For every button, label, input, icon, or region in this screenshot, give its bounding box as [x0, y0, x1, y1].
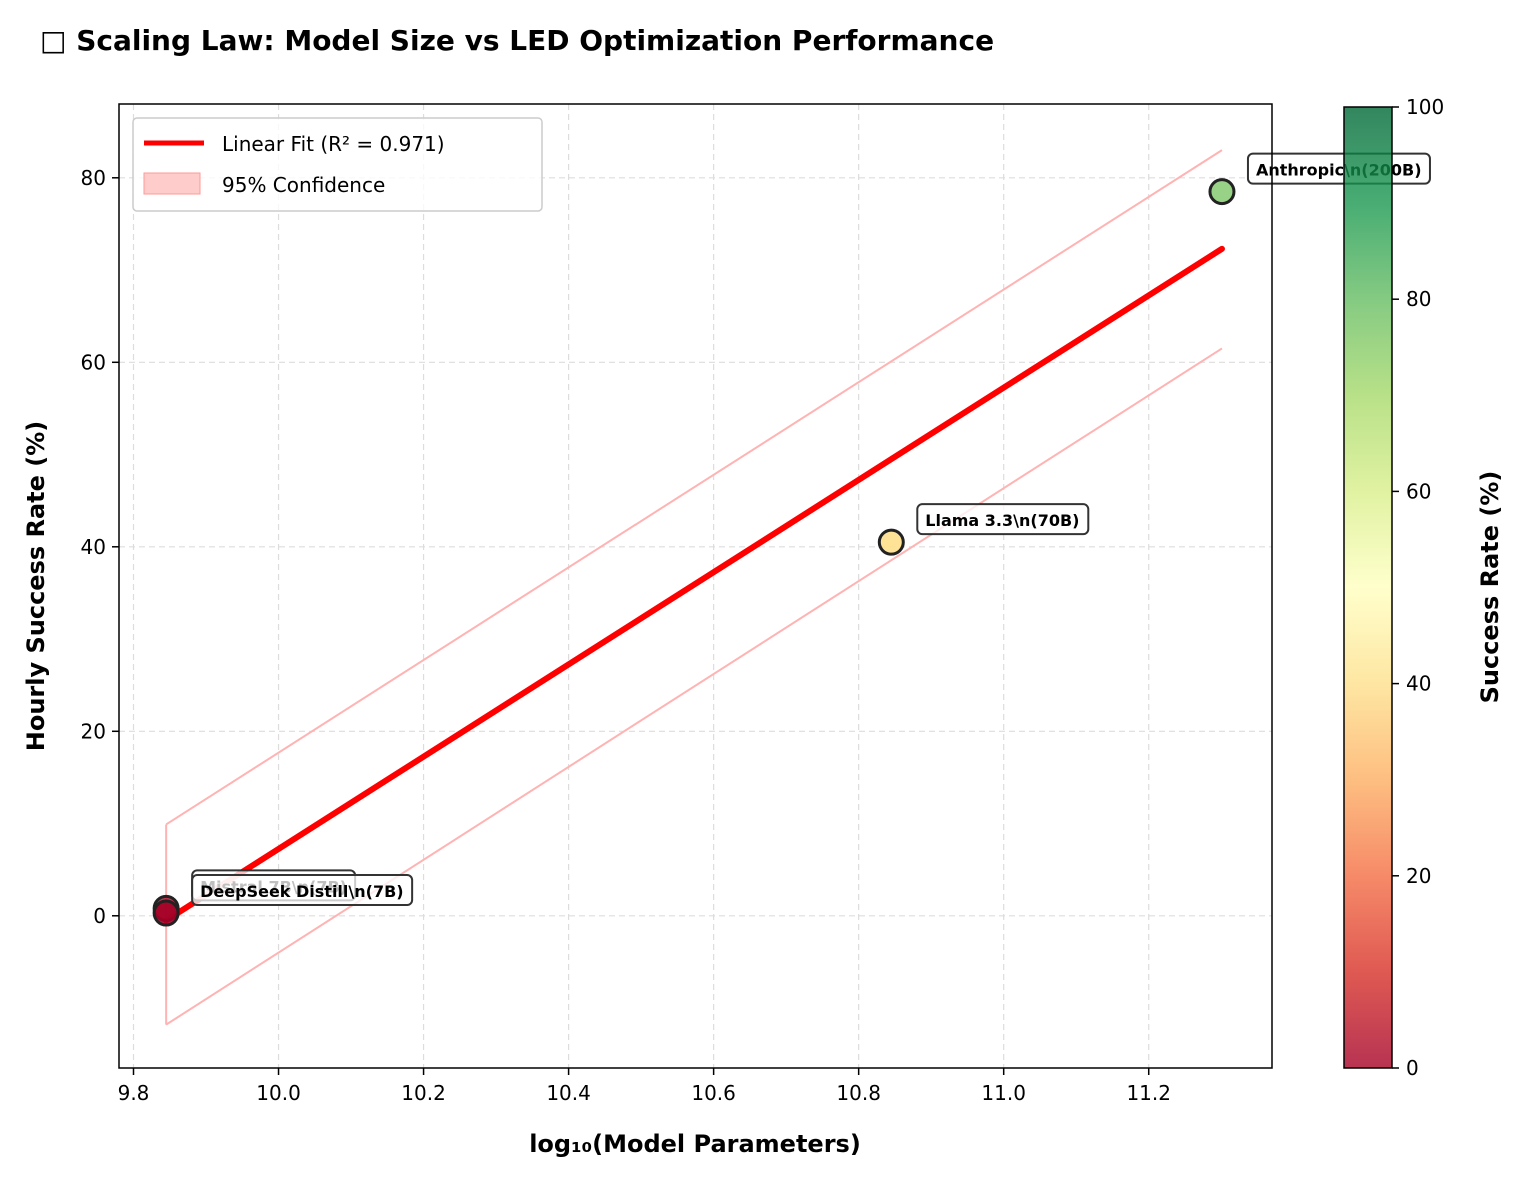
x-axis-ticks: 9.8 10.0 10.2 10.4 10.6 10.8 11.0 11.2 [118, 1068, 1171, 1105]
colorbar-label: Success Rate (%) [1476, 471, 1504, 704]
colorbar-tick-label: 80 [1406, 287, 1431, 311]
x-tick-label: 10.4 [546, 1081, 591, 1105]
point-annotation: Anthropic\n(200B) [1246, 152, 1431, 185]
colorbar-tick-label: 60 [1406, 479, 1431, 503]
y-tick-label: 20 [81, 719, 106, 743]
legend-confidence-swatch [143, 172, 201, 195]
data-points [152, 178, 1236, 927]
annotation-box [191, 874, 414, 907]
point-annotation: Llama 3.3\n(70B) [916, 503, 1090, 536]
annotation-label: Anthropic\n(200B) [1256, 161, 1422, 180]
legend-confidence-label: 95% Confidence [222, 173, 385, 197]
x-tick-label: 11.2 [1126, 1081, 1171, 1105]
colorbar-tick-label: 100 [1406, 95, 1444, 119]
x-axis-label: log₁₀(Model Parameters) [529, 1130, 861, 1158]
fit-line-group [163, 245, 1225, 924]
x-tick-label: 10.6 [691, 1081, 736, 1105]
annotation-box [916, 503, 1090, 536]
y-axis-label: Hourly Success Rate (%) [22, 421, 50, 752]
colorbar: 0 20 40 60 80 100 Success Rate (%) [1343, 95, 1504, 1080]
colorbar-gradient [1343, 106, 1393, 1069]
y-tick-label: 40 [81, 535, 106, 559]
chart-title: □ Scaling Law: Model Size vs LED Optimiz… [40, 24, 994, 57]
plot-frame [118, 103, 1273, 1069]
x-tick-label: 10.8 [836, 1081, 881, 1105]
y-axis-ticks: 0 20 40 60 80 [81, 166, 119, 928]
annotation-label: DeepSeek Distill\n(7B) [200, 882, 403, 901]
point-annotation: DeepSeek Distill\n(7B) [191, 874, 414, 907]
x-tick-label: 10.0 [256, 1081, 301, 1105]
y-tick-label: 80 [81, 166, 106, 190]
colorbar-tick-label: 0 [1406, 1056, 1419, 1080]
legend-fit-label: Linear Fit (R² = 0.971) [222, 132, 445, 156]
data-point [1208, 178, 1236, 206]
data-point [877, 528, 905, 556]
x-tick-label: 10.2 [401, 1081, 446, 1105]
x-tick-label: 9.8 [118, 1081, 150, 1105]
y-tick-label: 0 [93, 904, 106, 928]
colorbar-tick-label: 40 [1406, 672, 1431, 696]
annotation-label: Llama 3.3\n(70B) [925, 511, 1079, 530]
data-point [152, 899, 180, 927]
colorbar-ticks: 0 20 40 60 80 100 [1392, 95, 1444, 1080]
legend-frame [132, 117, 543, 212]
confidence-lower-line [165, 347, 1223, 1026]
confidence-upper-line [165, 149, 1223, 826]
legend: Linear Fit (R² = 0.971) 95% Confidence [132, 117, 543, 212]
y-tick-label: 60 [81, 350, 106, 374]
linear-fit-line [163, 245, 1225, 924]
x-tick-label: 11.0 [981, 1081, 1026, 1105]
colorbar-tick-label: 20 [1406, 864, 1431, 888]
